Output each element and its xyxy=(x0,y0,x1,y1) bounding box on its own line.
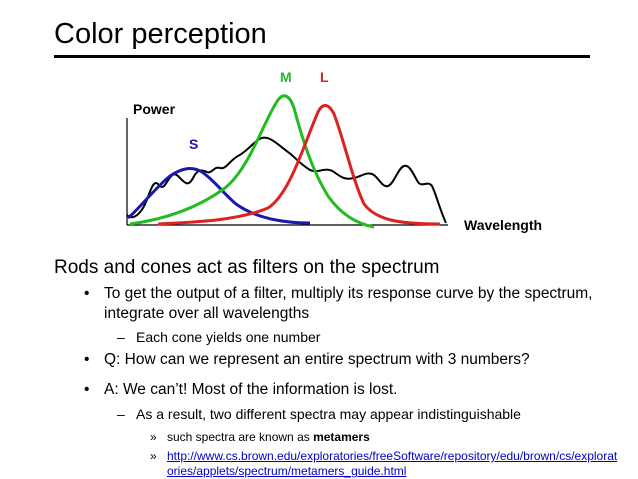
m-cone-curve xyxy=(129,94,375,229)
subsub-bullet-metamers: » such spectra are known as metamers xyxy=(150,430,620,445)
subsub-bullet-marker: » xyxy=(150,430,157,444)
subsub-bullet-link: » http://www.cs.brown.edu/exploratories/… xyxy=(150,449,620,479)
sub-bullet-marker: – xyxy=(117,406,125,422)
bullet-text: A: We can’t! Most of the information is … xyxy=(104,381,398,398)
bullet-question: • Q: How can we represent an entire spec… xyxy=(84,350,624,370)
slide-title: Color perception xyxy=(54,18,267,50)
wavelength-axis-label: Wavelength xyxy=(464,217,542,233)
subsub-bullet-marker: » xyxy=(150,449,157,463)
subsub-bullet-text: http://www.cs.brown.edu/exploratories/fr… xyxy=(150,449,620,479)
bullet-marker: • xyxy=(84,285,90,302)
l-curve-label: L xyxy=(320,69,329,85)
bullet-marker: • xyxy=(84,381,90,398)
metamers-prefix: such spectra are known as xyxy=(167,430,314,444)
power-axis-label: Power xyxy=(133,101,176,117)
bullet-answer: • A: We can’t! Most of the information i… xyxy=(84,380,624,400)
title-rule xyxy=(54,55,590,58)
bullet-text: Q: How can we represent an entire spectr… xyxy=(104,351,530,368)
s-curve-label: S xyxy=(189,136,198,152)
sub-bullet-marker: – xyxy=(117,329,125,345)
bullet-filter-output: • To get the output of a filter, multipl… xyxy=(84,284,604,324)
sub-bullet-text: As a result, two different spectra may a… xyxy=(136,406,521,422)
sub-bullet-indistinguishable: – As a result, two different spectra may… xyxy=(117,405,617,423)
sub-bullet-one-number: – Each cone yields one number xyxy=(117,328,597,346)
cone-response-figure: Power Wavelength S M L xyxy=(126,69,542,233)
section-heading: Rods and cones act as filters on the spe… xyxy=(54,257,440,278)
m-curve-label: M xyxy=(280,69,292,85)
metamers-term: metamers xyxy=(313,430,370,444)
s-cone-curve xyxy=(127,167,311,225)
subsub-bullet-text: such spectra are known as metamers xyxy=(150,430,620,445)
sub-bullet-text: Each cone yields one number xyxy=(136,329,321,345)
l-cone-curve xyxy=(157,104,441,226)
bullet-marker: • xyxy=(84,351,90,368)
bullet-text: To get the output of a filter, multiply … xyxy=(104,285,593,322)
spectrum-curve xyxy=(126,136,447,224)
metamers-guide-link[interactable]: http://www.cs.brown.edu/exploratories/fr… xyxy=(167,449,618,478)
